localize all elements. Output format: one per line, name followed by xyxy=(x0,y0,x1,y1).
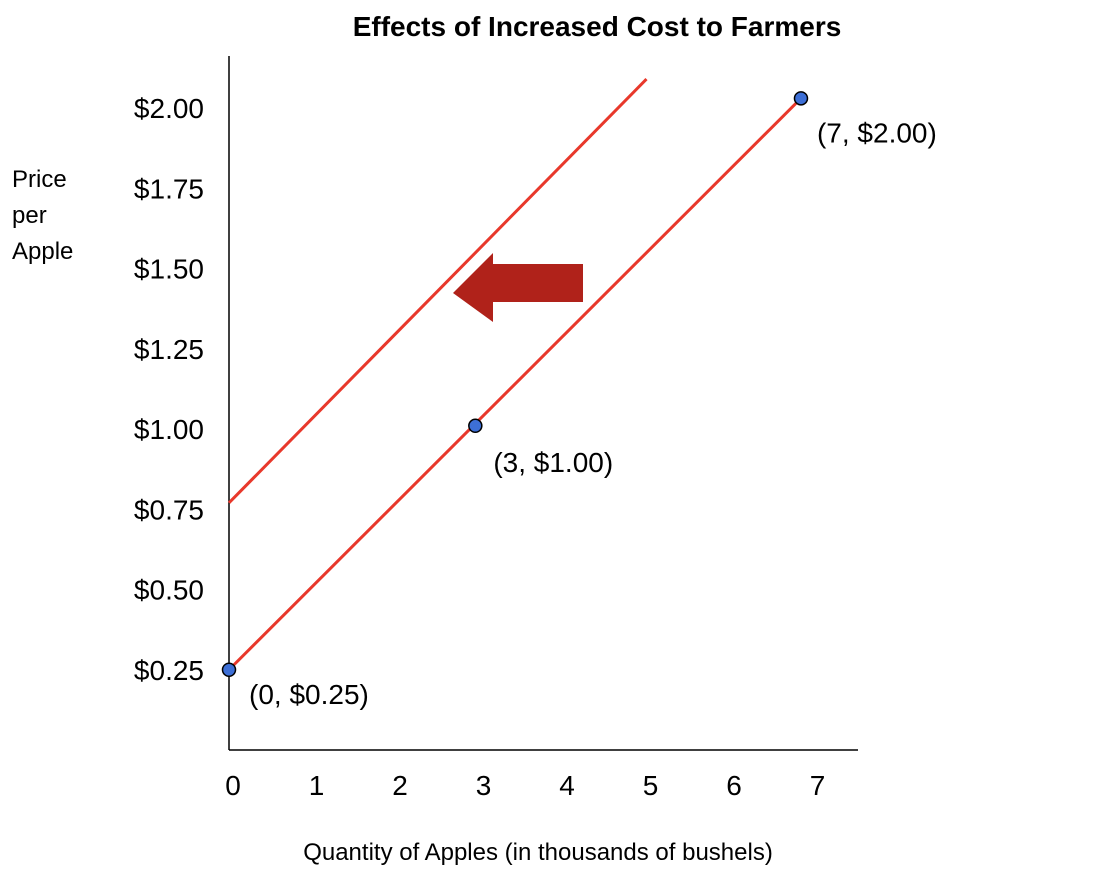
y-axis-label: Price per Apple xyxy=(12,166,73,265)
x-tick-label: 5 xyxy=(643,770,659,801)
data-point-marker xyxy=(221,662,237,677)
x-tick-label: 2 xyxy=(392,770,408,801)
y-tick-label: $1.00 xyxy=(134,414,204,445)
supply-curves xyxy=(227,78,803,671)
shift-left-arrow xyxy=(453,253,583,322)
data-points: (0, $0.25) (3, $1.00) (7, $2.00) xyxy=(221,91,937,710)
x-tick-label: 6 xyxy=(726,770,742,801)
data-point-label: (3, $1.00) xyxy=(493,447,613,478)
x-tick-label: 0 xyxy=(225,770,241,801)
x-tick-labels: 0 1 2 3 4 5 6 7 xyxy=(225,770,825,801)
x-tick-label: 7 xyxy=(810,770,826,801)
y-axis-label-line: per xyxy=(12,202,47,229)
y-axis-label-line: Apple xyxy=(12,238,73,265)
x-tick-label: 4 xyxy=(559,770,575,801)
chart-title: Effects of Increased Cost to Farmers xyxy=(353,11,842,42)
y-tick-label: $0.25 xyxy=(134,655,204,686)
y-tick-label: $2.00 xyxy=(134,93,204,124)
data-point-marker xyxy=(468,418,483,434)
data-point-label: (7, $2.00) xyxy=(817,117,937,148)
y-tick-label: $1.25 xyxy=(134,334,204,365)
y-tick-label: $1.75 xyxy=(134,173,204,204)
shifted-supply-line xyxy=(227,78,648,504)
data-point-marker xyxy=(793,91,809,106)
x-tick-label: 3 xyxy=(476,770,492,801)
y-tick-labels: $0.25 $0.50 $0.75 $1.00 $1.25 $1.50 $1.75 $2.00 xyxy=(134,93,204,686)
x-axis-label: Quantity of Apples (in thousands of bush… xyxy=(303,839,773,866)
x-tick-label: 1 xyxy=(309,770,325,801)
y-axis-label-line: Price xyxy=(12,166,67,193)
data-point-label: (0, $0.25) xyxy=(249,679,369,710)
y-tick-label: $0.75 xyxy=(134,494,204,525)
y-tick-label: $0.50 xyxy=(134,575,204,606)
y-tick-label: $1.50 xyxy=(134,254,204,285)
original-supply-line xyxy=(227,97,803,671)
